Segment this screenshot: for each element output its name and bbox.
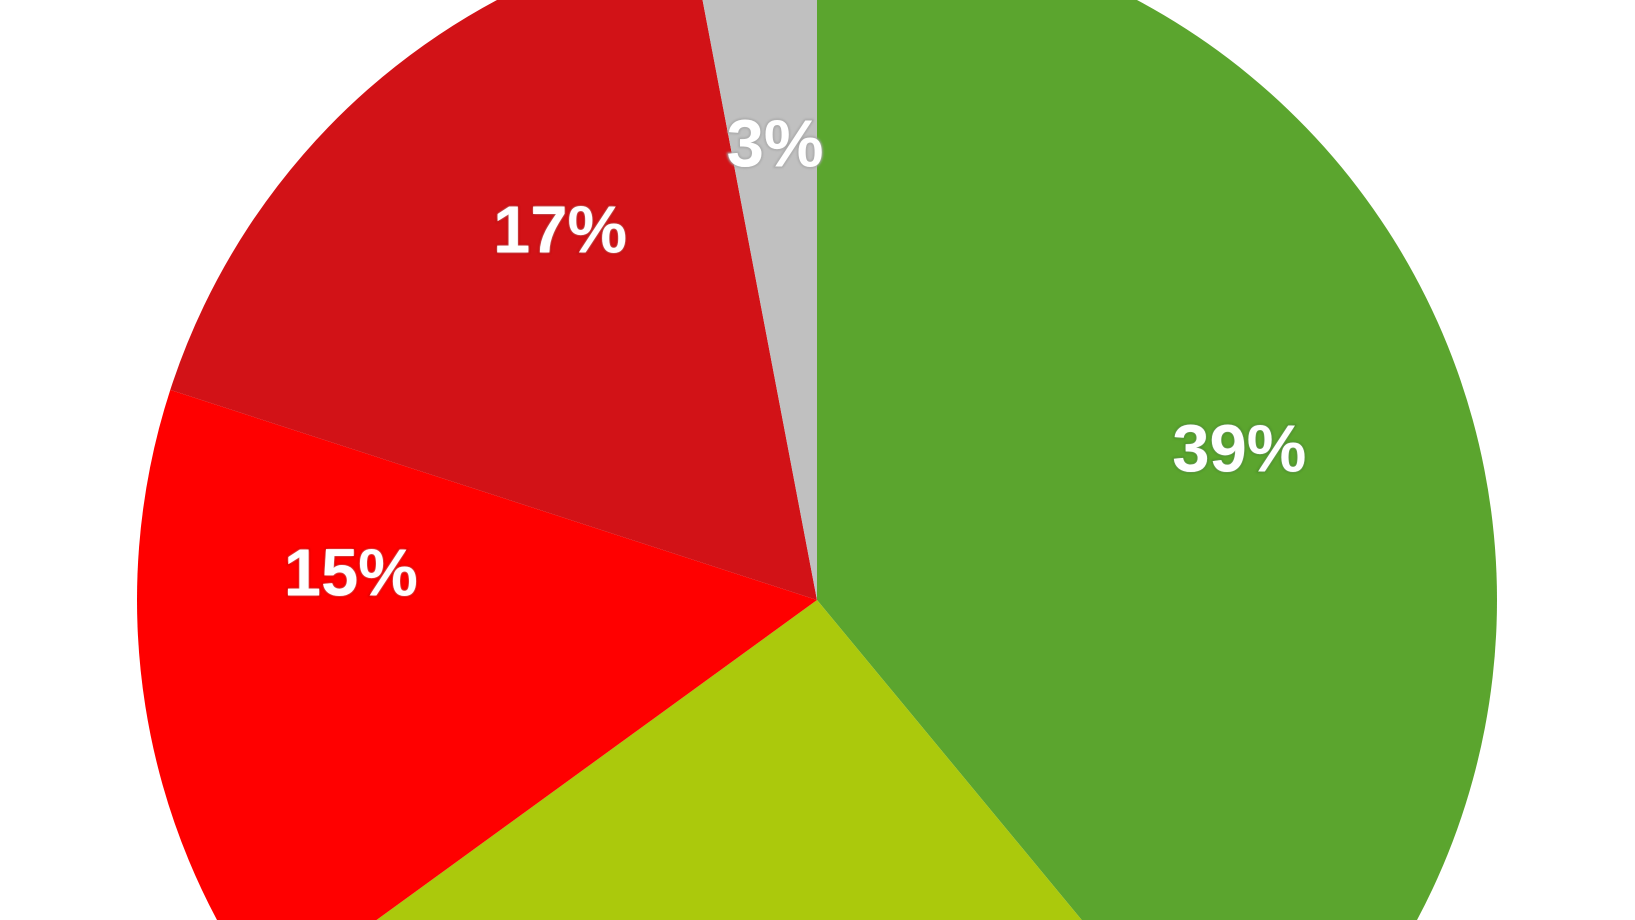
svg-text:17%: 17%: [493, 193, 627, 268]
svg-text:39%: 39%: [1172, 411, 1306, 486]
svg-text:15%: 15%: [284, 536, 418, 611]
svg-text:3%: 3%: [727, 107, 824, 182]
